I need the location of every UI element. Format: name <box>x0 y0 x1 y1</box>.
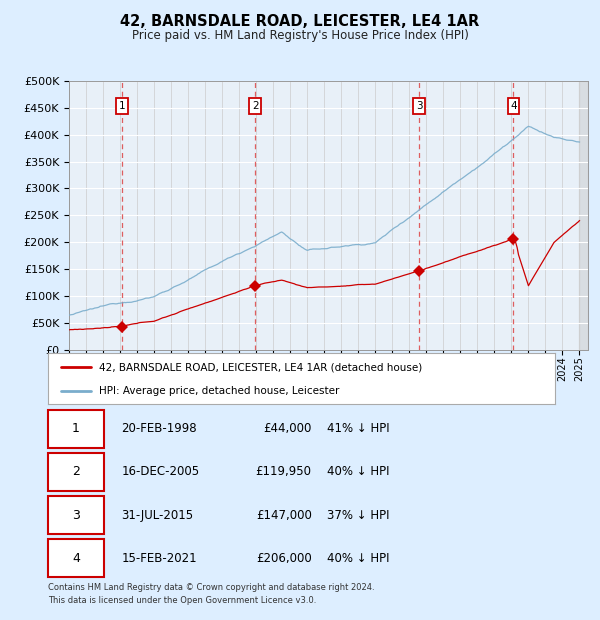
Text: 42, BARNSDALE ROAD, LEICESTER, LE4 1AR (detached house): 42, BARNSDALE ROAD, LEICESTER, LE4 1AR (… <box>98 362 422 372</box>
Text: 20-FEB-1998: 20-FEB-1998 <box>122 422 197 435</box>
Text: 2: 2 <box>72 466 80 479</box>
Text: £44,000: £44,000 <box>263 422 311 435</box>
FancyBboxPatch shape <box>48 453 104 491</box>
Text: Contains HM Land Registry data © Crown copyright and database right 2024.: Contains HM Land Registry data © Crown c… <box>48 583 374 592</box>
FancyBboxPatch shape <box>48 410 104 448</box>
Text: HPI: Average price, detached house, Leicester: HPI: Average price, detached house, Leic… <box>98 386 339 396</box>
Text: 40% ↓ HPI: 40% ↓ HPI <box>327 552 389 565</box>
Text: Price paid vs. HM Land Registry's House Price Index (HPI): Price paid vs. HM Land Registry's House … <box>131 29 469 42</box>
Text: 37% ↓ HPI: 37% ↓ HPI <box>327 508 389 521</box>
Text: 1: 1 <box>119 101 125 111</box>
Bar <box>580 81 588 350</box>
Text: £119,950: £119,950 <box>256 466 311 479</box>
Text: 16-DEC-2005: 16-DEC-2005 <box>122 466 200 479</box>
Text: 4: 4 <box>510 101 517 111</box>
FancyBboxPatch shape <box>48 496 104 534</box>
Text: 3: 3 <box>72 508 80 521</box>
Text: 40% ↓ HPI: 40% ↓ HPI <box>327 466 389 479</box>
Text: 15-FEB-2021: 15-FEB-2021 <box>122 552 197 565</box>
Text: 42, BARNSDALE ROAD, LEICESTER, LE4 1AR: 42, BARNSDALE ROAD, LEICESTER, LE4 1AR <box>121 14 479 29</box>
Text: 2: 2 <box>252 101 259 111</box>
Text: £147,000: £147,000 <box>256 508 311 521</box>
Text: 3: 3 <box>416 101 422 111</box>
Text: 1: 1 <box>72 422 80 435</box>
Text: 4: 4 <box>72 552 80 565</box>
Text: This data is licensed under the Open Government Licence v3.0.: This data is licensed under the Open Gov… <box>48 596 316 606</box>
Text: 41% ↓ HPI: 41% ↓ HPI <box>327 422 389 435</box>
FancyBboxPatch shape <box>48 539 104 577</box>
Text: £206,000: £206,000 <box>256 552 311 565</box>
Text: 31-JUL-2015: 31-JUL-2015 <box>122 508 194 521</box>
